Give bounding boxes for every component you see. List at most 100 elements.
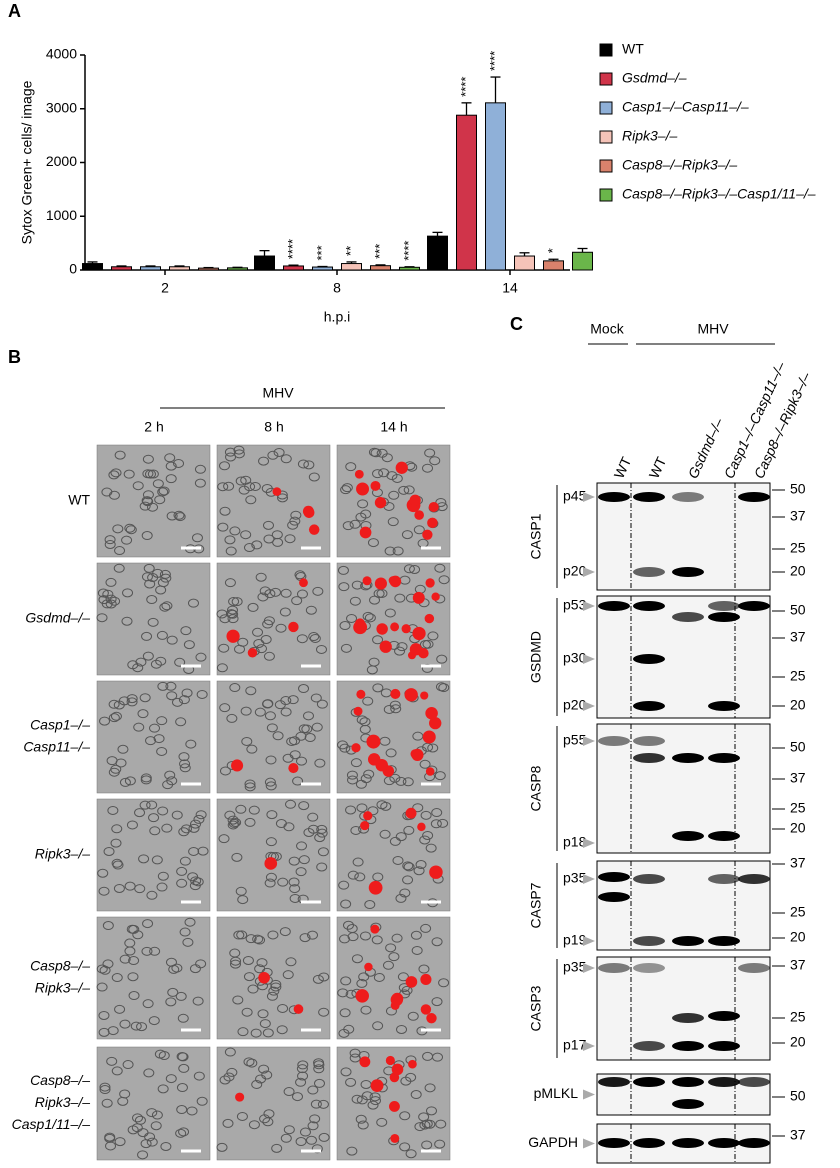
cell bbox=[312, 974, 324, 984]
cell bbox=[102, 959, 114, 969]
cell bbox=[111, 824, 123, 834]
cell bbox=[141, 496, 153, 506]
cell bbox=[438, 978, 450, 988]
dead-cell bbox=[409, 494, 421, 506]
cell bbox=[137, 1128, 149, 1138]
cell bbox=[252, 934, 264, 944]
significance: *** bbox=[314, 245, 329, 260]
column-label: 14 h bbox=[380, 419, 407, 435]
bar bbox=[456, 114, 477, 271]
cell bbox=[194, 464, 206, 474]
cell bbox=[295, 1077, 307, 1087]
cell bbox=[257, 592, 269, 602]
cell bbox=[371, 935, 383, 945]
cell bbox=[152, 479, 164, 489]
band bbox=[708, 601, 740, 611]
x-tick-label: 2 bbox=[161, 280, 169, 296]
dead-cell bbox=[410, 749, 420, 759]
cell bbox=[314, 833, 326, 843]
cell bbox=[372, 635, 384, 645]
cell bbox=[219, 1075, 231, 1085]
cell bbox=[402, 875, 414, 885]
cell bbox=[388, 952, 400, 962]
band bbox=[708, 831, 740, 841]
cell bbox=[373, 972, 385, 982]
cell bbox=[276, 1025, 288, 1035]
cell bbox=[287, 520, 299, 530]
blot-name: CASP3 bbox=[528, 985, 544, 1031]
cell bbox=[187, 872, 199, 882]
cell bbox=[424, 1083, 436, 1093]
cell bbox=[270, 979, 282, 989]
marker-label: 25 bbox=[790, 1009, 806, 1025]
cell bbox=[256, 958, 268, 968]
cell bbox=[298, 684, 310, 694]
cell bbox=[166, 691, 178, 701]
dead-cell bbox=[370, 1079, 384, 1093]
dead-cell bbox=[422, 529, 433, 540]
band bbox=[738, 963, 770, 973]
cell bbox=[307, 1121, 319, 1131]
cell bbox=[316, 828, 328, 838]
band bbox=[633, 1077, 665, 1087]
cell bbox=[159, 569, 171, 579]
cell bbox=[102, 921, 114, 931]
cell bbox=[296, 756, 308, 766]
cell bbox=[242, 955, 254, 965]
cell bbox=[244, 782, 256, 792]
cell bbox=[113, 563, 125, 573]
cell bbox=[142, 651, 154, 661]
cell bbox=[257, 1009, 269, 1019]
cell bbox=[176, 1051, 188, 1061]
cell bbox=[263, 651, 275, 661]
dead-cell bbox=[425, 578, 435, 588]
cell bbox=[156, 630, 168, 640]
cell bbox=[179, 927, 191, 937]
cell bbox=[289, 893, 301, 903]
cell bbox=[224, 535, 236, 545]
cell bbox=[157, 681, 169, 691]
cell bbox=[270, 851, 282, 861]
cell bbox=[340, 976, 352, 986]
marker-label: 37 bbox=[790, 855, 806, 871]
cell bbox=[155, 656, 167, 666]
cell bbox=[225, 609, 237, 619]
cell bbox=[394, 646, 406, 656]
band bbox=[708, 936, 740, 946]
row-label: Casp1–/– bbox=[30, 717, 90, 733]
cell bbox=[265, 781, 277, 791]
cell bbox=[121, 616, 133, 626]
cell bbox=[295, 731, 307, 741]
cell bbox=[418, 964, 430, 974]
micrograph bbox=[96, 562, 211, 676]
cell bbox=[154, 495, 166, 505]
cell bbox=[431, 937, 443, 947]
cell bbox=[403, 825, 415, 835]
cell bbox=[180, 824, 192, 834]
significance: **** bbox=[285, 239, 300, 259]
band-label: p17 bbox=[563, 1037, 587, 1053]
band bbox=[672, 1077, 704, 1087]
cell bbox=[435, 1119, 447, 1129]
cell bbox=[124, 946, 136, 956]
cell bbox=[342, 521, 354, 531]
cell bbox=[108, 713, 120, 723]
cell bbox=[262, 520, 274, 530]
dead-cell bbox=[264, 857, 278, 870]
cell bbox=[307, 812, 319, 822]
cell bbox=[168, 964, 180, 974]
dead-cell bbox=[360, 821, 370, 831]
cell bbox=[355, 1114, 367, 1124]
cell bbox=[114, 1004, 126, 1014]
marker-label: 20 bbox=[790, 697, 806, 713]
cell bbox=[280, 707, 292, 717]
dead-cell bbox=[231, 759, 244, 772]
cell bbox=[351, 954, 363, 964]
cell bbox=[399, 1142, 411, 1152]
cell bbox=[317, 847, 329, 857]
cell bbox=[104, 539, 116, 549]
cell bbox=[171, 810, 183, 820]
cell bbox=[165, 1074, 177, 1084]
cell bbox=[413, 525, 425, 535]
cell bbox=[159, 602, 171, 612]
